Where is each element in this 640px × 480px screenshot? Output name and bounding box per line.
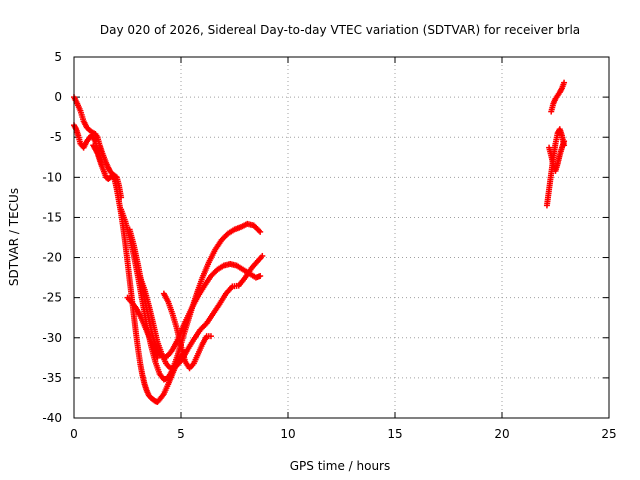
x-tick-label: 15: [387, 427, 402, 441]
y-tick-label: -5: [50, 130, 62, 144]
y-tick-label: -15: [42, 210, 62, 224]
data-point: [561, 79, 568, 86]
x-tick-label: 0: [70, 427, 78, 441]
data-point: [259, 252, 266, 259]
y-tick-label: 0: [54, 90, 62, 104]
x-tick-label: 10: [280, 427, 295, 441]
y-tick-label: 5: [54, 50, 62, 64]
data-points: [71, 79, 568, 405]
y-tick-label: -30: [42, 331, 62, 345]
data-point: [257, 273, 264, 280]
plot-frame: [73, 56, 610, 419]
data-point: [207, 333, 214, 340]
x-tick-label: 25: [601, 427, 616, 441]
y-axis-label: SDTVAR / TECUs: [7, 188, 21, 286]
y-tick-label: -10: [42, 170, 62, 184]
data-point: [257, 228, 264, 235]
x-tick-labels: 0 5 10 15 20 25: [70, 427, 616, 441]
x-tick-label: 20: [494, 427, 509, 441]
chart-title: Day 020 of 2026, Sidereal Day-to-day VTE…: [100, 23, 580, 37]
x-axis-label: GPS time / hours: [290, 459, 391, 473]
y-tick-label: -35: [42, 371, 62, 385]
data-point: [561, 138, 568, 145]
y-tick-label: -25: [42, 291, 62, 305]
y-tick-label: -20: [42, 251, 62, 265]
x-tick-label: 5: [177, 427, 185, 441]
y-tick-labels: -40 -35 -30 -25 -20 -15 -10 -5 0 5: [42, 50, 62, 425]
y-tick-label: -40: [42, 411, 62, 425]
data-point: [154, 354, 161, 361]
